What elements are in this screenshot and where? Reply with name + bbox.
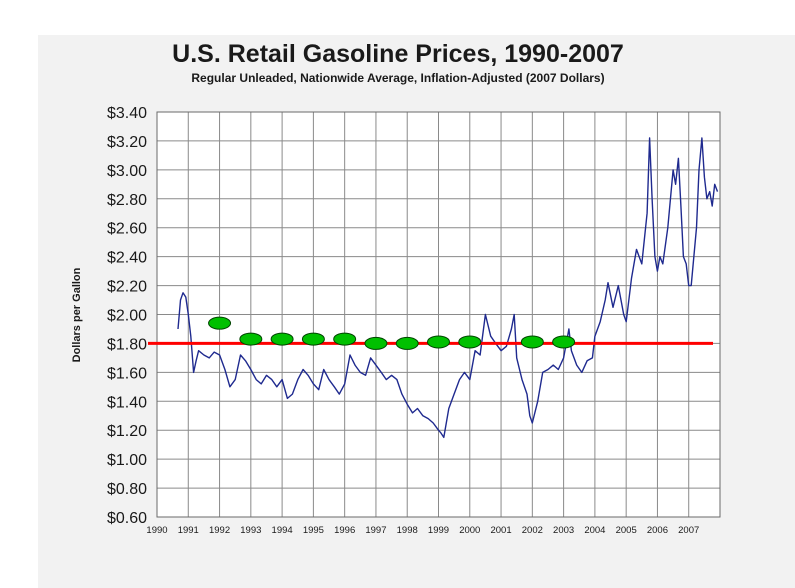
price-series-line bbox=[177, 137, 719, 439]
oval-marker bbox=[552, 335, 576, 349]
y-tick-label: $1.00 bbox=[107, 452, 147, 469]
oval-marker bbox=[301, 332, 325, 346]
x-tick-label: 1995 bbox=[303, 525, 324, 536]
y-tick-label: $1.40 bbox=[107, 394, 147, 411]
x-tick-label: 1998 bbox=[397, 525, 418, 536]
x-tick-label: 2003 bbox=[553, 525, 574, 536]
x-tick-label: 2004 bbox=[584, 525, 605, 536]
oval-marker bbox=[239, 332, 263, 346]
x-tick-label: 1999 bbox=[428, 525, 449, 536]
x-tick-label: 1996 bbox=[334, 525, 355, 536]
x-tick-label: 1997 bbox=[365, 525, 386, 536]
y-tick-label: $2.40 bbox=[107, 250, 147, 267]
plot-border bbox=[156, 111, 721, 518]
y-tick-label: $3.20 bbox=[107, 134, 147, 151]
oval-marker bbox=[458, 335, 482, 349]
y-tick-label: $0.60 bbox=[107, 510, 147, 527]
y-tick-label: $1.60 bbox=[107, 365, 147, 382]
x-tick-label: 1994 bbox=[272, 525, 293, 536]
y-tick-label: $3.40 bbox=[107, 105, 147, 122]
oval-marker bbox=[520, 335, 544, 349]
x-tick-label: 2002 bbox=[522, 525, 543, 536]
chart-subtitle: Regular Unleaded, Nationwide Average, In… bbox=[191, 71, 604, 85]
x-tick-label: 2006 bbox=[647, 525, 668, 536]
y-tick-label: $2.60 bbox=[107, 221, 147, 238]
x-tick-label: 1993 bbox=[240, 525, 261, 536]
plot-area: $0.60 $0.80 $1.00 $1.20 $1.40 $1.60 $1.80 $2.00… bbox=[107, 105, 721, 536]
x-tick-label: 2000 bbox=[459, 525, 480, 536]
y-tick-label: $2.20 bbox=[107, 279, 147, 296]
x-tick-label: 1992 bbox=[209, 525, 230, 536]
oval-marker bbox=[395, 336, 419, 350]
chart-title: U.S. Retail Gasoline Prices, 1990-2007 bbox=[172, 40, 624, 68]
oval-marker bbox=[333, 332, 357, 346]
x-tick-label: 1991 bbox=[178, 525, 199, 536]
y-tick-label: $1.80 bbox=[107, 336, 147, 353]
y-tick-label: $1.20 bbox=[107, 423, 147, 440]
x-tick-label: 2007 bbox=[678, 525, 699, 536]
oval-marker bbox=[270, 332, 294, 346]
x-tick-label: 2005 bbox=[616, 525, 637, 536]
y-tick-label: $2.00 bbox=[107, 308, 147, 325]
x-tick-label: 2001 bbox=[490, 525, 511, 536]
y-tick-label: $2.80 bbox=[107, 192, 147, 209]
y-axis-label: Dollars per Gallon bbox=[71, 267, 83, 362]
oval-marker bbox=[427, 335, 450, 349]
y-tick-label: $3.00 bbox=[107, 163, 147, 180]
oval-marker bbox=[364, 336, 388, 350]
oval-marker bbox=[208, 316, 232, 330]
y-tick-label: $0.80 bbox=[107, 481, 147, 498]
x-tick-label: 1990 bbox=[146, 525, 167, 536]
